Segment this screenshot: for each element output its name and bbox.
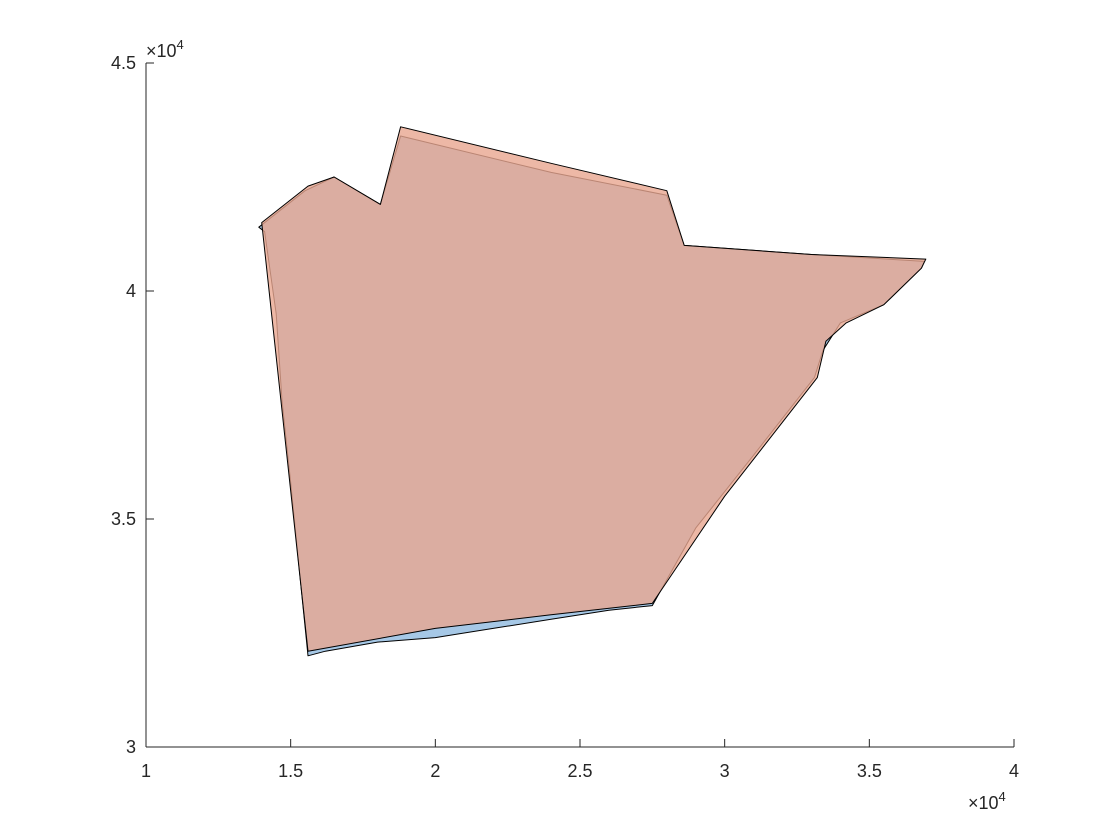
x-tick-label: 3	[720, 761, 730, 781]
y-tick-label: 3	[126, 737, 136, 757]
series-2-polygon	[261, 126, 927, 652]
x-tick-label: 4	[1009, 761, 1019, 781]
x-tick-label: 2.5	[567, 761, 592, 781]
x-tick-label: 1	[141, 761, 151, 781]
x-tick-label: 3.5	[857, 761, 882, 781]
exponent-labels: ×104 ×104	[146, 37, 1006, 813]
series-layer	[258, 126, 927, 657]
y-tick-label: 4.5	[111, 53, 136, 73]
x-exponent-label: ×104	[968, 789, 1006, 813]
ticks-layer: 1 1.5 2 2.5 3 3.5 4 3 3.5 4 4.5	[111, 53, 1019, 781]
x-tick-label: 1.5	[278, 761, 303, 781]
y-exponent-label: ×104	[146, 37, 184, 61]
x-tick-label: 2	[430, 761, 440, 781]
y-tick-label: 4	[126, 281, 136, 301]
y-tick-label: 3.5	[111, 509, 136, 529]
